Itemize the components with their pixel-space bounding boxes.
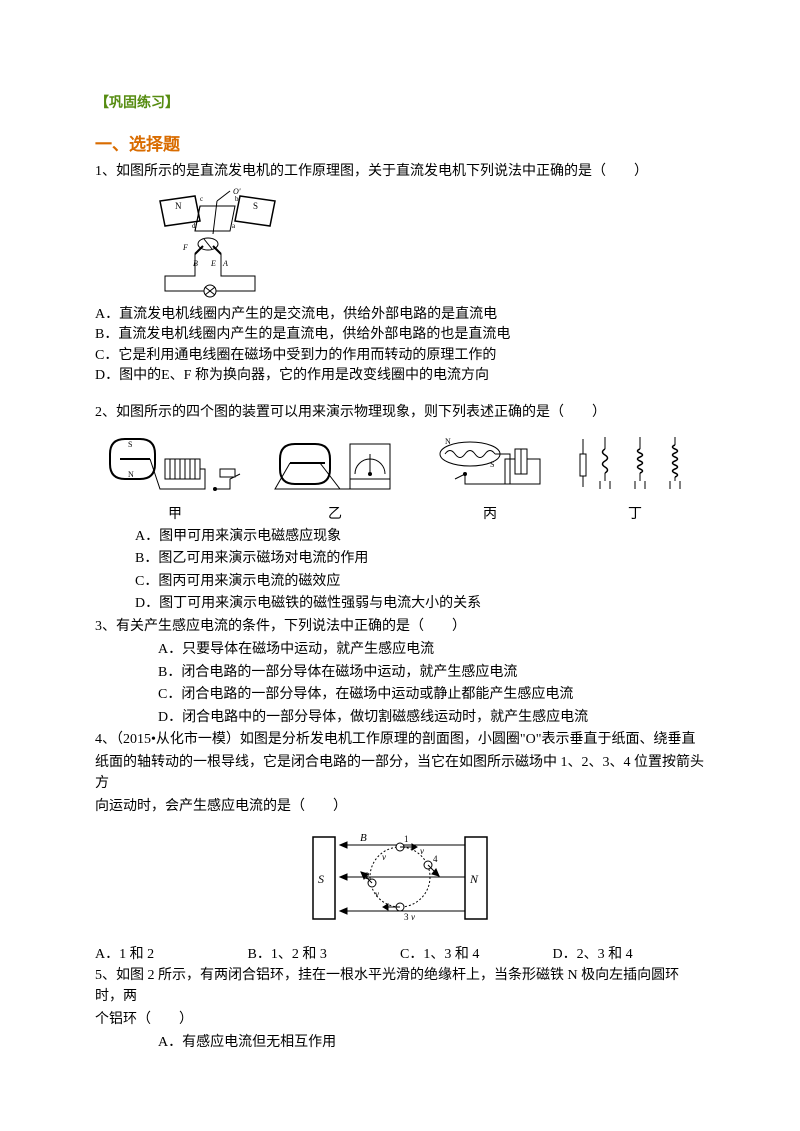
q1-option-d: D．图中的E、F 称为换向器，它的作用是改变线圈中的电流方向	[95, 366, 705, 386]
q2-option-b: B．图乙可用来演示磁场对电流的作用	[135, 549, 705, 569]
q2-option-d: D．图丁可用来演示电磁铁的磁性强弱与电流大小的关系	[135, 594, 705, 614]
q4-option-d: D．2、3 和 4	[553, 943, 706, 963]
svg-text:b: b	[235, 195, 239, 203]
q1-figure: N S O' F B E A c b d a	[145, 186, 705, 301]
svg-text:A: A	[222, 259, 228, 268]
q1-option-c: C．它是利用通电线圈在磁场中受到力的作用而转动的原理工作的	[95, 346, 705, 366]
q3-stem: 3、有关产生感应电流的条件，下列说法中正确的是（ ）	[95, 616, 705, 637]
svg-text:2: 2	[365, 871, 370, 881]
q4-stem-3: 向运动时，会产生感应电流的是（ ）	[95, 796, 705, 817]
svg-text:c: c	[200, 195, 203, 203]
svg-text:v: v	[382, 852, 386, 862]
q5-stem-2: 个铝环（ ）	[95, 1009, 705, 1030]
q1-option-b: B．直流发电机线圈内产生的是直流电，供给外部电路的也是直流电	[95, 325, 705, 345]
svg-text:3: 3	[404, 912, 409, 922]
svg-text:d: d	[192, 222, 196, 230]
q1-option-a: A．直流发电机线圈内产生的是交流电，供给外部电路的是直流电	[95, 305, 705, 325]
q4-figure: S N B 1 4 2 3 v v v v	[95, 825, 705, 935]
q4-stem-2: 纸面的轴转动的一根导线，它是闭合电路的一部分，当它在如图所示磁场中 1、2、3、…	[95, 752, 705, 794]
q4-options: A．1 和 2 B．1、2 和 3 C．1、3 和 4 D．2、3 和 4	[95, 943, 705, 963]
svg-text:4: 4	[433, 854, 438, 864]
svg-text:B: B	[360, 832, 367, 844]
section-heading: 一、选择题	[95, 130, 705, 155]
svg-text:S: S	[318, 872, 324, 886]
q2-fig-d	[570, 429, 700, 499]
q2-option-a: A．图甲可用来演示电磁感应现象	[135, 527, 705, 547]
svg-text:v: v	[375, 889, 379, 899]
q2-stem: 2、如图所示的四个图的装置可以用来演示物理现象，则下列表述正确的是（ ）	[95, 402, 705, 423]
svg-text:N: N	[175, 201, 182, 211]
q4-option-a: A．1 和 2	[95, 943, 248, 963]
q5-stem-1: 5、如图 2 所示，有两闭合铝环，挂在一根水平光滑的绝缘杆上，当条形磁铁 N 极…	[95, 965, 705, 1007]
q4-option-b: B．1、2 和 3	[248, 943, 401, 963]
q3-option-d: D．闭合电路中的一部分导体，做切割磁感线运动时，就产生感应电流	[158, 707, 705, 729]
q2-figures: S N N S	[95, 429, 705, 499]
svg-text:N: N	[128, 470, 134, 479]
q3-option-a: A．只要导体在磁场中运动，就产生感应电流	[158, 639, 705, 661]
svg-text:F: F	[182, 243, 188, 252]
q4-option-c: C．1、3 和 4	[400, 943, 553, 963]
q5-option-a: A．有感应电流但无相互作用	[158, 1032, 705, 1054]
q4-stem-1: 4、（2015•从化市一模）如图是分析发电机工作原理的剖面图，小圆圈"O"表示垂…	[95, 729, 705, 750]
svg-text:1: 1	[404, 834, 409, 844]
q2-fig-c: N S	[420, 429, 560, 499]
q2-fig-a: S N	[100, 429, 250, 499]
svg-text:S: S	[128, 440, 132, 449]
svg-text:S: S	[253, 201, 258, 211]
svg-text:S: S	[490, 460, 494, 469]
svg-text:a: a	[232, 222, 236, 230]
q3-option-b: B．闭合电路的一部分导体在磁场中运动，就产生感应电流	[158, 662, 705, 684]
q3-option-c: C．闭合电路的一部分导体，在磁场中运动或静止都能产生感应电流	[158, 684, 705, 706]
q2-option-c: C．图丙可用来演示电流的磁效应	[135, 572, 705, 592]
q1-stem: 1、如图所示的是直流发电机的工作原理图，关于直流发电机下列说法中正确的是（ ）	[95, 161, 705, 182]
svg-text:v: v	[420, 846, 424, 856]
svg-text:N: N	[445, 437, 451, 446]
svg-text:N: N	[469, 872, 479, 886]
q2-fig-b	[260, 429, 410, 499]
svg-text:v: v	[411, 912, 415, 922]
q2-labels: 甲 乙 丙 丁	[95, 503, 705, 523]
practice-heading: 【巩固练习】	[95, 92, 705, 112]
svg-text:E: E	[210, 259, 216, 268]
